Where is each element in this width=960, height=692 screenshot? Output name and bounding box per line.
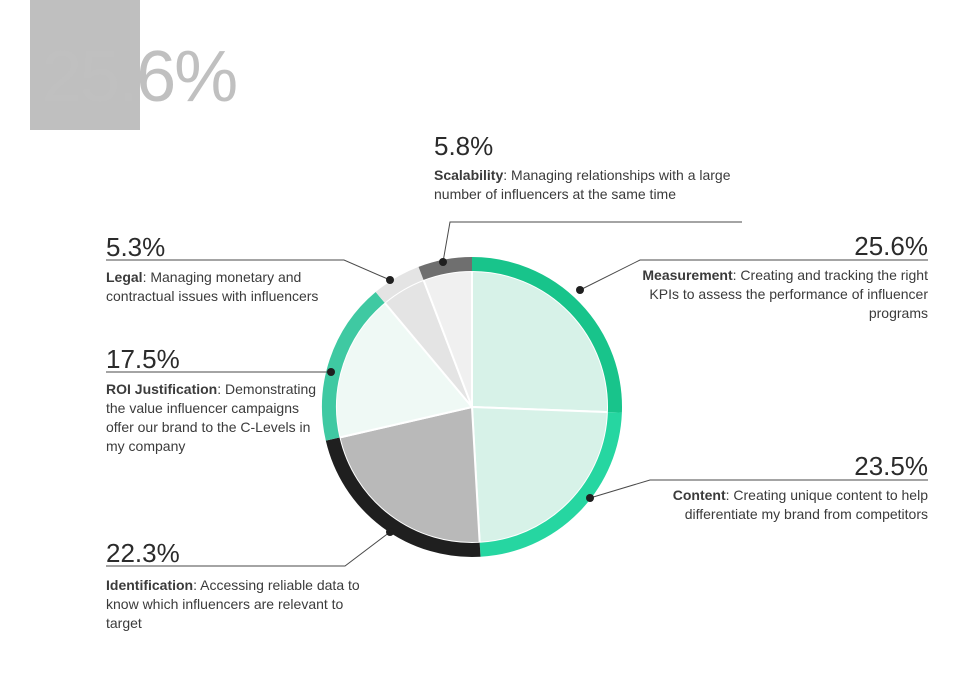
label-desc-scalability: Scalability: Managing relationships with…: [434, 158, 744, 204]
leader-marker-legal: [386, 276, 394, 284]
label-content: 23.5%Content: Creating unique content to…: [668, 478, 928, 524]
pie-slice-measurement: [472, 271, 608, 412]
label-title-measurement: Measurement: [642, 267, 732, 283]
leader-line-scalability: [443, 222, 742, 262]
label-pct-identification: 22.3%: [106, 536, 180, 571]
label-desc-legal: Legal: Managing monetary and contractual…: [106, 260, 336, 306]
label-pct-measurement: 25.6%: [854, 229, 928, 264]
leader-marker-measurement: [576, 286, 584, 294]
leader-marker-identification: [386, 528, 394, 536]
label-pct-roi: 17.5%: [106, 342, 180, 377]
label-title-legal: Legal: [106, 269, 143, 285]
leader-marker-content: [586, 494, 594, 502]
label-title-content: Content: [673, 487, 726, 503]
label-title-roi: ROI Justification: [106, 381, 217, 397]
label-pct-scalability: 5.8%: [434, 129, 493, 164]
leader-marker-roi: [327, 368, 335, 376]
pie-slice-content: [472, 407, 608, 543]
label-pct-legal: 5.3%: [106, 230, 165, 265]
leader-marker-scalability: [439, 258, 447, 266]
label-pct-content: 23.5%: [854, 449, 928, 484]
label-desc-identification: Identification: Accessing reliable data …: [106, 568, 366, 633]
label-scalability: 5.8%Scalability: Managing relationships …: [434, 158, 744, 204]
label-desc-content: Content: Creating unique content to help…: [668, 478, 928, 524]
label-legal: 5.3%Legal: Managing monetary and contrac…: [106, 260, 336, 306]
label-title-identification: Identification: [106, 577, 193, 593]
label-identification: 22.3%Identification: Accessing reliable …: [106, 568, 366, 633]
label-desc-measurement: Measurement: Creating and tracking the r…: [638, 258, 928, 323]
label-measurement: 25.6%Measurement: Creating and tracking …: [638, 258, 928, 323]
label-roi: 17.5%ROI Justification: Demonstrating th…: [106, 372, 326, 456]
label-title-scalability: Scalability: [434, 167, 503, 183]
label-desc-roi: ROI Justification: Demonstrating the val…: [106, 372, 326, 456]
